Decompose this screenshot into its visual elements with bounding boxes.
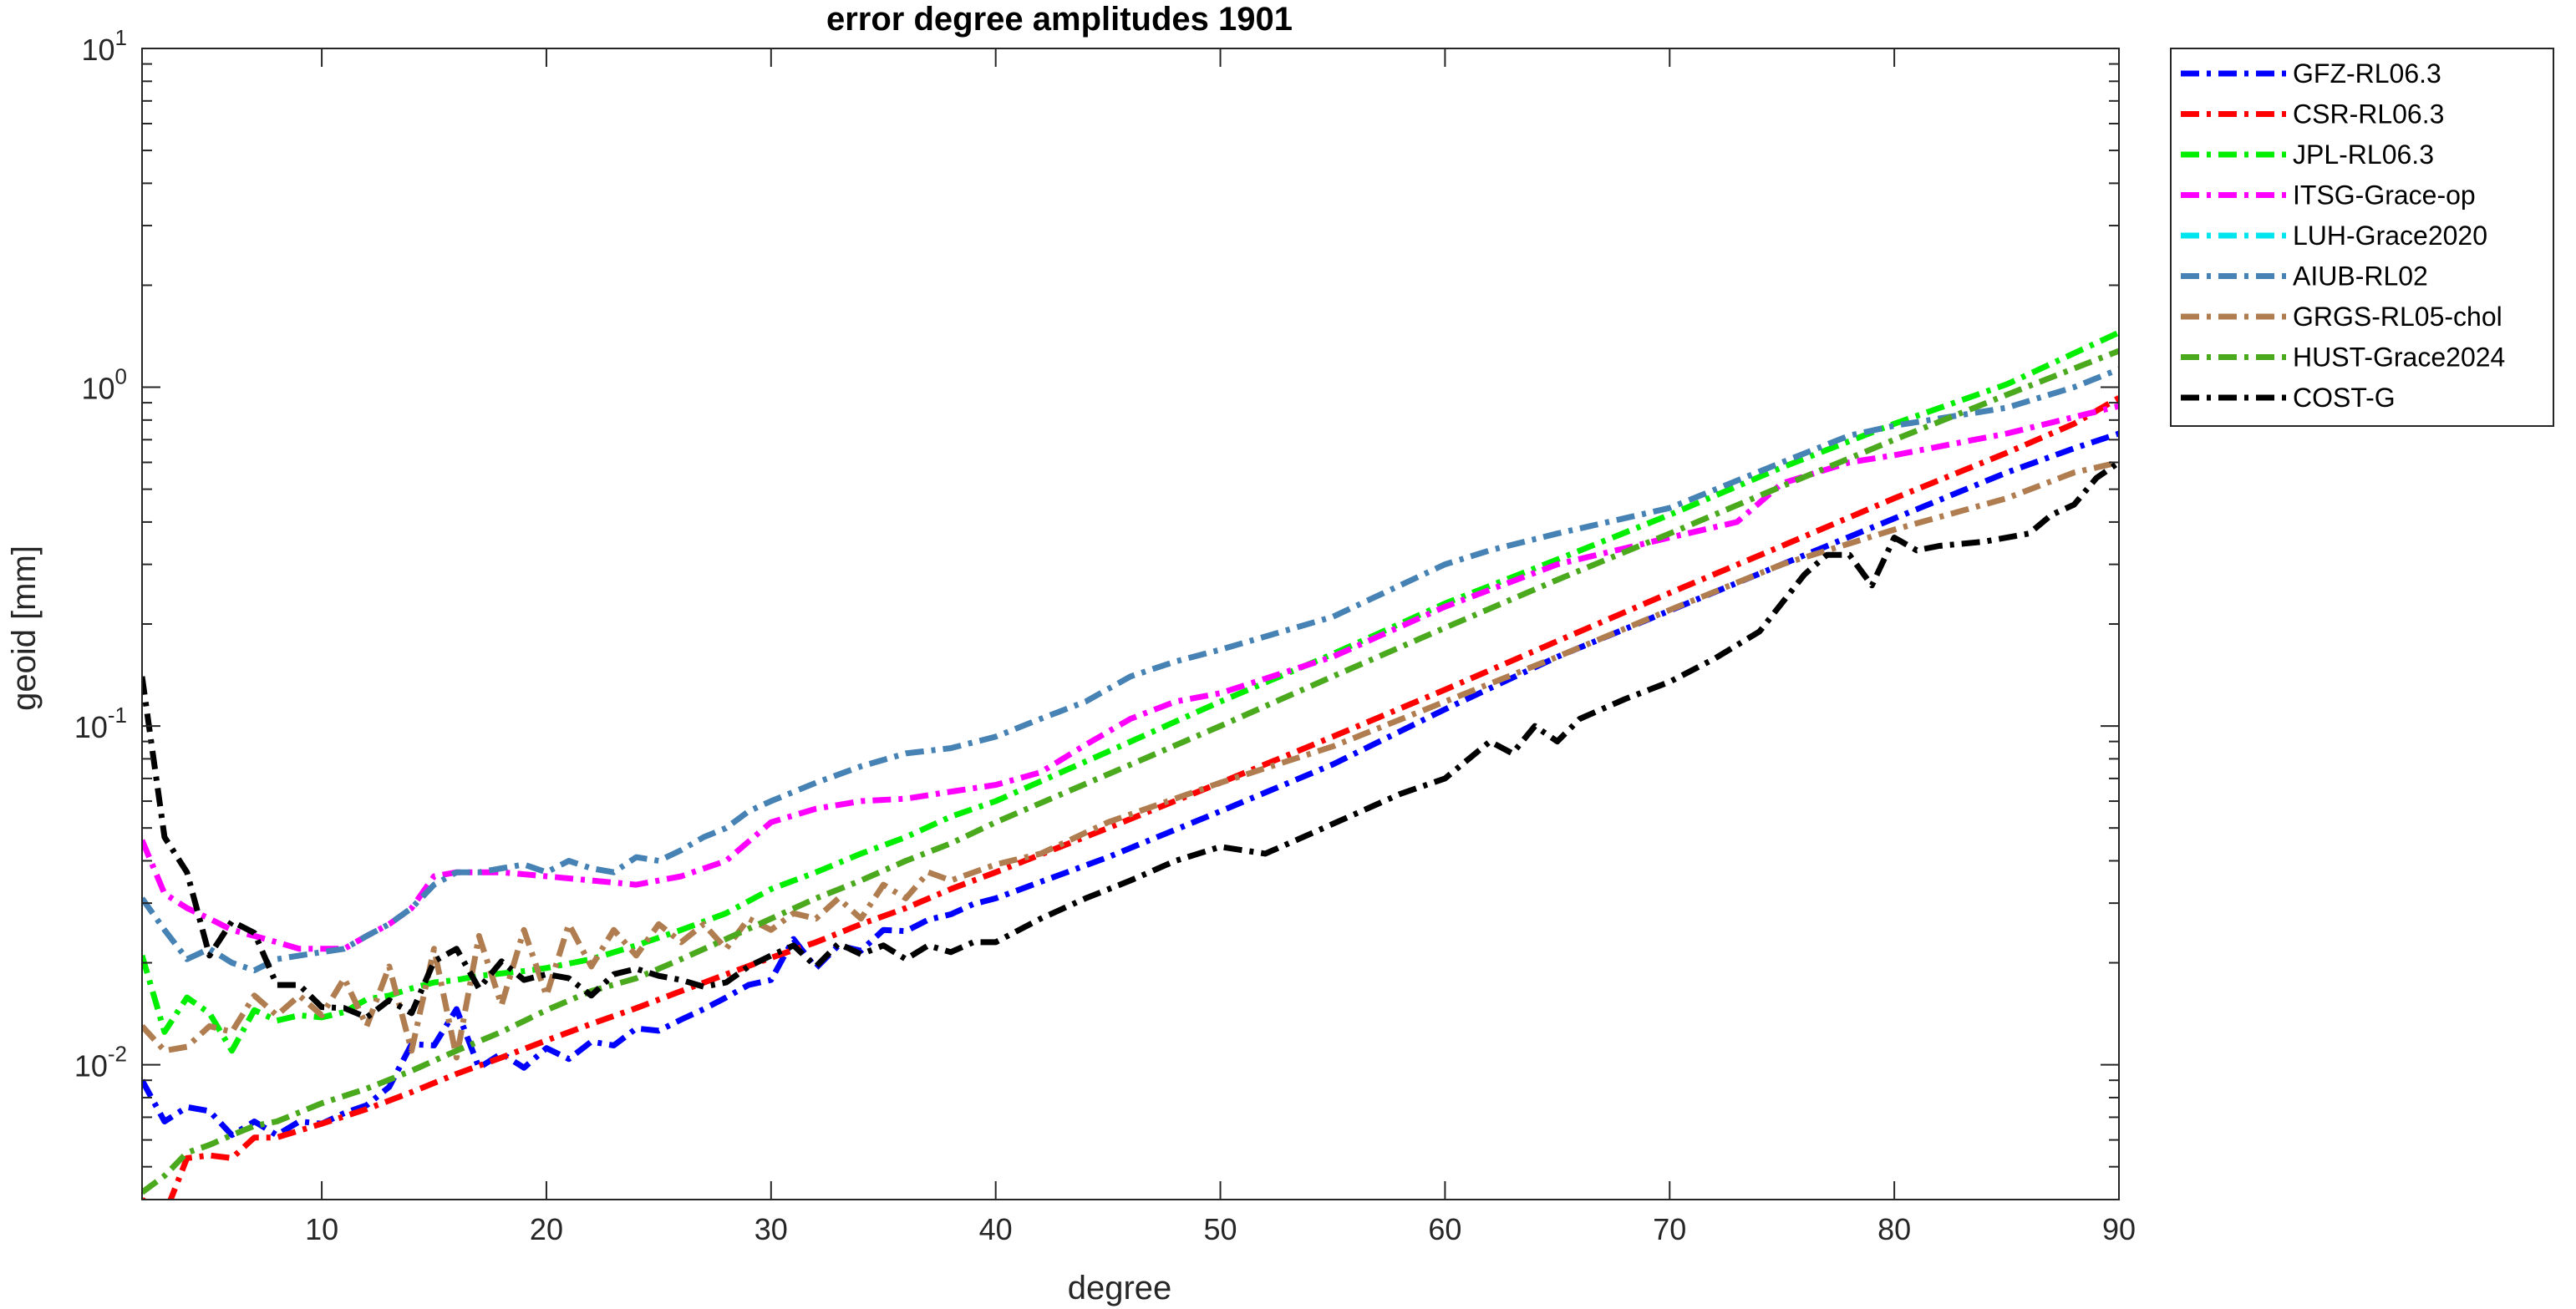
y-tick-label: 100 <box>81 364 127 406</box>
series-layer <box>142 329 2119 1200</box>
legend-label-4: LUH-Grace2020 <box>2293 221 2487 251</box>
x-tick-label: 30 <box>755 1212 788 1246</box>
x-tick-label: 80 <box>1877 1212 1911 1246</box>
legend: GFZ-RL06.3 CSR-RL06.3 JPL-RL06.3 ITSG-Grace… <box>2170 48 2554 427</box>
x-tick-label: 40 <box>979 1212 1013 1246</box>
plot-frame <box>141 48 2120 1200</box>
y-tick-label: 10-2 <box>74 1042 127 1083</box>
series-line-6 <box>142 459 2119 1061</box>
legend-label-3: ITSG-Grace-op <box>2293 180 2476 211</box>
x-tick-label: 70 <box>1653 1212 1686 1246</box>
x-tick-label: 20 <box>530 1212 563 1246</box>
x-tick-label: 90 <box>2102 1212 2136 1246</box>
x-tick-label: 50 <box>1204 1212 1237 1246</box>
series-line-3 <box>142 403 2119 952</box>
legend-label-8: COST-G <box>2293 383 2396 413</box>
axes-layer <box>142 48 2120 1200</box>
plot-area <box>142 48 2119 1200</box>
y-tick-label: 101 <box>81 25 127 67</box>
tick-layer: 10 20 30 40 50 60 70 80 90 10-2 10-1 100 101 <box>74 25 2136 1246</box>
series-line-5 <box>142 366 2119 974</box>
legend-items: GFZ-RL06.3 CSR-RL06.3 JPL-RL06.3 ITSG-Grace… <box>2181 58 2505 413</box>
y-axis-label: geoid [mm] <box>6 545 43 711</box>
series-line-7 <box>142 348 2119 1195</box>
chart-title: error degree amplitudes 1901 <box>826 1 1293 38</box>
legend-label-5: AIUB-RL02 <box>2293 261 2428 292</box>
legend-label-7: HUST-Grace2024 <box>2293 342 2505 373</box>
legend-label-0: GFZ-RL06.3 <box>2293 58 2441 89</box>
legend-label-1: CSR-RL06.3 <box>2293 99 2444 129</box>
x-axis-label: degree <box>1068 1270 1172 1306</box>
legend-label-6: GRGS-RL05-chol <box>2293 302 2502 332</box>
x-tick-label: 60 <box>1428 1212 1461 1246</box>
x-tick-label: 10 <box>305 1212 338 1246</box>
series-line-1 <box>142 395 2119 1200</box>
legend-label-2: JPL-RL06.3 <box>2293 140 2434 170</box>
y-tick-label: 10-1 <box>74 703 127 744</box>
